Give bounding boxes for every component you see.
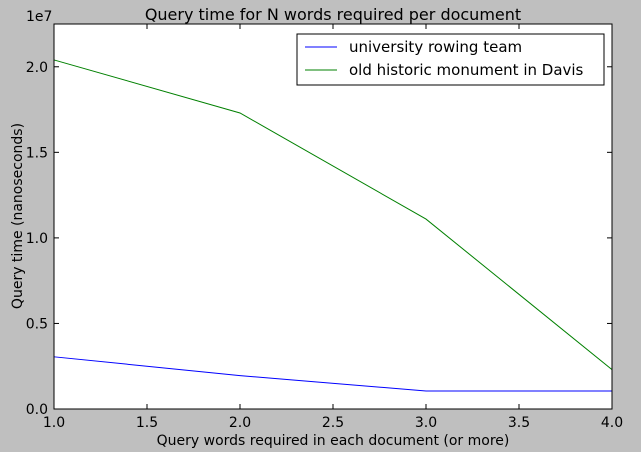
y-tick-label: 1.5 xyxy=(26,145,48,161)
x-tick-label: 3.0 xyxy=(415,415,437,431)
legend-box xyxy=(296,33,605,86)
y-tick-label: 1.0 xyxy=(26,231,48,247)
y-axis: 0.0 0.5 1.0 1.5 2.0 xyxy=(26,60,612,418)
x-tick-label: 2.0 xyxy=(229,415,251,431)
series-line-1 xyxy=(53,356,612,392)
y-axis-multiplier: 1e7 xyxy=(26,9,52,25)
x-tick-label: 1.5 xyxy=(136,415,158,431)
plot-area xyxy=(54,24,612,409)
series-layer xyxy=(53,59,613,392)
y-tick-label: 0.5 xyxy=(26,316,48,332)
x-axis: 1.0 1.5 2.0 2.5 3.0 3.5 4.0 xyxy=(43,24,623,431)
x-tick-label: 3.5 xyxy=(508,415,530,431)
y-tick-label: 0.0 xyxy=(26,402,48,418)
y-tick-label: 2.0 xyxy=(26,60,48,76)
y-axis-label: Query time (nanoseconds) xyxy=(10,123,26,309)
x-tick-label: 1.0 xyxy=(43,415,65,431)
legend-label-2: old historic monument in Davis xyxy=(349,61,584,79)
chart-title: Query time for N words required per docu… xyxy=(145,5,521,24)
x-tick-label: 4.0 xyxy=(601,415,623,431)
legend: university rowing team old historic monum… xyxy=(296,33,605,86)
series-line-2 xyxy=(53,59,613,371)
x-tick-label: 2.5 xyxy=(322,415,344,431)
legend-label-1: university rowing team xyxy=(349,38,522,56)
x-axis-label: Query words required in each document (o… xyxy=(157,433,510,449)
